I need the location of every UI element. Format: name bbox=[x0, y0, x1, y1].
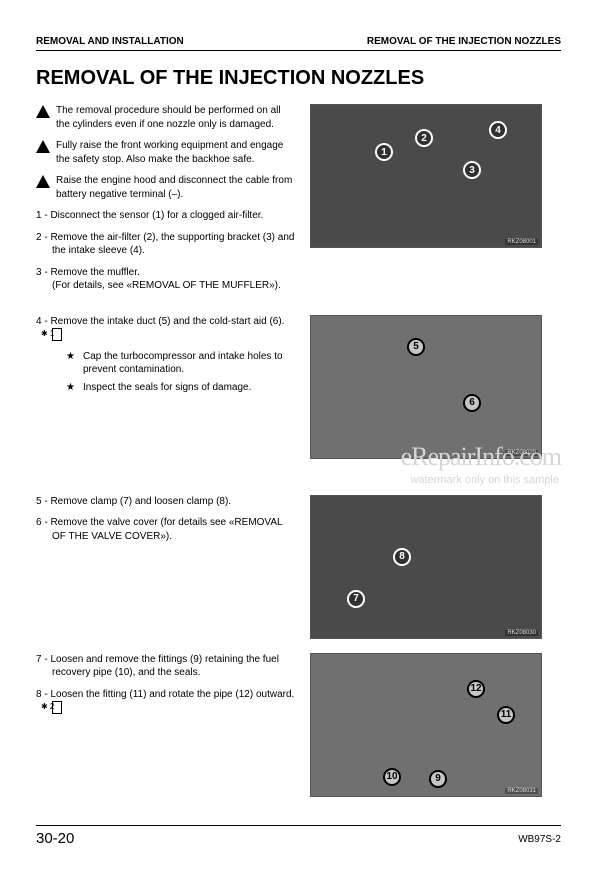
text-block-4: 7 - Loosen and remove the fittings (9) r… bbox=[36, 653, 296, 797]
warning-icon bbox=[36, 140, 50, 153]
step-text: 5 - Remove clamp (7) and loosen clamp (8… bbox=[36, 495, 296, 509]
ref-box: ✱ 1 bbox=[52, 328, 62, 341]
star-icon: ★ bbox=[66, 350, 75, 377]
star-icon: ★ bbox=[66, 381, 75, 395]
watermark-logo: eRepairInfo.com bbox=[401, 442, 561, 472]
step-text: 6 - Remove the valve cover (for details … bbox=[36, 516, 296, 543]
step-text: 7 - Loosen and remove the fittings (9) r… bbox=[36, 653, 296, 680]
header-section: REMOVAL AND INSTALLATION bbox=[36, 36, 184, 47]
callout-bubble: 3 bbox=[463, 161, 481, 179]
figure-2: RKZ08020 56 bbox=[310, 315, 542, 459]
warning-text: Fully raise the front working equipment … bbox=[56, 139, 296, 166]
warning-text: Raise the engine hood and disconnect the… bbox=[56, 174, 296, 201]
figure-4: RKZ08031 9 10 11 12 bbox=[310, 653, 542, 797]
callout-bubble: 2 bbox=[415, 129, 433, 147]
watermark-note: watermark only on this sample bbox=[410, 474, 559, 486]
callout-bubble: 5 bbox=[407, 338, 425, 356]
step-text: 1 - Disconnect the sensor (1) for a clog… bbox=[36, 209, 296, 223]
ref-box: ✱ 2 bbox=[52, 701, 62, 714]
figure-tag: RKZ08001 bbox=[505, 239, 538, 245]
step-text: 3 - Remove the muffler. (For details, se… bbox=[36, 266, 296, 293]
callout-bubble: 10 bbox=[383, 768, 401, 786]
substep-text: Cap the turbocompressor and intake holes… bbox=[83, 350, 296, 377]
header-topic: REMOVAL OF THE INJECTION NOZZLES bbox=[367, 36, 561, 47]
page-number: 30-20 bbox=[36, 830, 74, 847]
callout-bubble: 11 bbox=[497, 706, 515, 724]
warning-icon bbox=[36, 175, 50, 188]
callout-bubble: 4 bbox=[489, 121, 507, 139]
text-block-3: 5 - Remove clamp (7) and loosen clamp (8… bbox=[36, 495, 296, 639]
text-block-1: The removal procedure should be performe… bbox=[36, 104, 296, 301]
warning-icon bbox=[36, 105, 50, 118]
model-code: WB97S-2 bbox=[518, 830, 561, 847]
figure-tag: RKZ08031 bbox=[505, 788, 538, 794]
step-text: 8 - Loosen the fitting (11) and rotate t… bbox=[36, 688, 296, 715]
callout-bubble: 12 bbox=[467, 680, 485, 698]
callout-bubble: 7 bbox=[347, 590, 365, 608]
callout-bubble: 9 bbox=[429, 770, 447, 788]
figure-1: RKZ08001 1 2 3 4 bbox=[310, 104, 542, 248]
substep-text: Inspect the seals for signs of damage. bbox=[83, 381, 251, 395]
step-text: 2 - Remove the air-filter (2), the suppo… bbox=[36, 231, 296, 258]
page-title: REMOVAL OF THE INJECTION NOZZLES bbox=[36, 67, 561, 90]
warning-text: The removal procedure should be performe… bbox=[56, 104, 296, 131]
text-block-2: 4 - Remove the intake duct (5) and the c… bbox=[36, 315, 296, 459]
callout-bubble: 1 bbox=[375, 143, 393, 161]
figure-tag: RKZ08030 bbox=[505, 630, 538, 636]
figure-3: RKZ08030 7 8 bbox=[310, 495, 542, 639]
callout-bubble: 6 bbox=[463, 394, 481, 412]
callout-bubble: 8 bbox=[393, 548, 411, 566]
step-text: 4 - Remove the intake duct (5) and the c… bbox=[36, 315, 296, 342]
